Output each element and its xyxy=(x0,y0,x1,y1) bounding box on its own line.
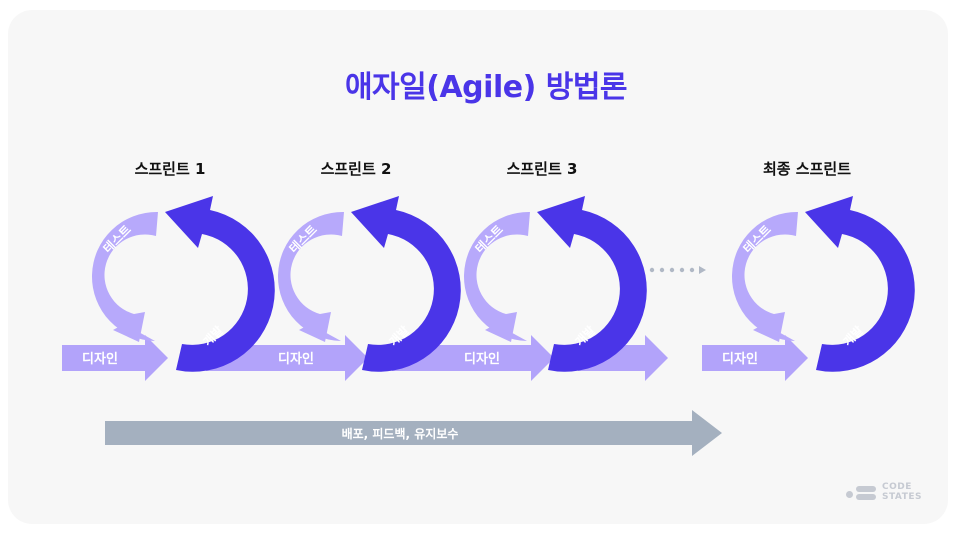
test-arc xyxy=(731,211,798,342)
design-label: 디자인 xyxy=(82,351,118,367)
codestates-logo: CODE STATES xyxy=(846,482,936,504)
dev-arc xyxy=(537,196,647,372)
final-sprint-cycle: 디자인 테스트 개발 xyxy=(702,196,915,381)
logo-bar-icon xyxy=(856,486,876,492)
logo-bar-icon xyxy=(856,494,876,500)
final-sprint-label: 최종 스프린트 xyxy=(762,160,852,178)
logo-dot-icon xyxy=(846,491,853,498)
sprint-3-label: 스프린트 3 xyxy=(506,160,578,178)
design-label: 디자인 xyxy=(464,351,500,367)
sprint-1-cycle: 디자인 테스트 개발 xyxy=(62,196,275,381)
sprint-2-label: 스프린트 2 xyxy=(320,160,392,178)
design-label: 디자인 xyxy=(278,351,314,367)
test-arc xyxy=(277,211,344,342)
test-arc xyxy=(463,211,530,342)
dev-arc xyxy=(805,196,915,372)
dev-arc xyxy=(165,196,275,372)
dev-arc xyxy=(351,196,461,372)
design-arrow xyxy=(62,335,168,381)
sprint-1-label: 스프린트 1 xyxy=(134,160,206,178)
logo-text: CODE STATES xyxy=(882,482,922,502)
ellipsis-dots xyxy=(649,266,706,274)
test-arc xyxy=(91,211,158,342)
maintenance-arrow xyxy=(105,410,722,456)
design-arrow xyxy=(702,335,808,381)
maintenance-arrow-label: 배포, 피드백, 유지보수 xyxy=(342,426,459,441)
sprint-3-cycle: 디자인 테스트 개발 xyxy=(463,196,647,372)
design-label: 디자인 xyxy=(722,351,758,367)
logo-line-1: CODE xyxy=(882,482,912,492)
logo-line-2: STATES xyxy=(882,492,922,502)
diagram-title: 애자일(Agile) 방법론 xyxy=(344,70,628,105)
